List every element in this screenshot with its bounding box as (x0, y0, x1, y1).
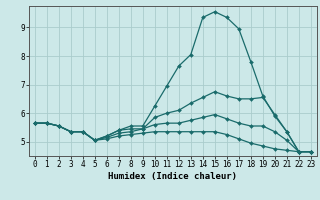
X-axis label: Humidex (Indice chaleur): Humidex (Indice chaleur) (108, 172, 237, 181)
